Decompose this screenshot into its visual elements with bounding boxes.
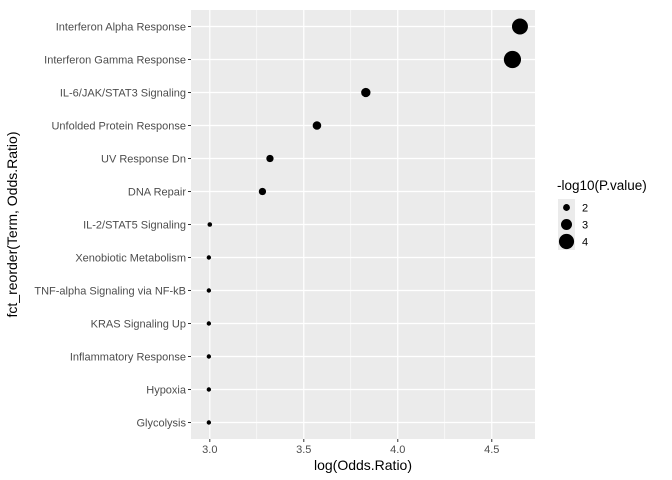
legend-label: 4 bbox=[582, 237, 588, 249]
data-point bbox=[266, 154, 274, 163]
x-tick-label: 4.5 bbox=[484, 444, 499, 456]
y-axis-title: fct_reorder(Term, Odds.Ratio) bbox=[4, 132, 20, 318]
y-tick-label: KRAS Signaling Up bbox=[91, 319, 186, 331]
data-point bbox=[206, 420, 212, 425]
data-point bbox=[206, 387, 212, 392]
y-tick-label: Interferon Gamma Response bbox=[44, 55, 186, 67]
legend-key-point bbox=[560, 218, 573, 231]
y-tick-label: UV Response Dn bbox=[101, 154, 186, 166]
data-points bbox=[206, 18, 528, 425]
y-tick-label: TNF-alpha Signaling via NF-kB bbox=[34, 286, 186, 298]
data-point bbox=[206, 354, 212, 359]
legend-title: -log10(P.value) bbox=[557, 178, 647, 193]
legend-key-point bbox=[558, 233, 575, 250]
y-tick-label: Inflammatory Response bbox=[70, 352, 186, 364]
legend-label: 3 bbox=[582, 220, 588, 232]
legend-label: 2 bbox=[582, 203, 588, 215]
y-tick-label: IL-2/STAT5 Signaling bbox=[83, 220, 186, 232]
y-axis: Interferon Alpha Response Interferon Gamm… bbox=[34, 22, 191, 430]
data-point bbox=[511, 18, 528, 35]
data-point bbox=[206, 288, 212, 293]
data-point bbox=[206, 321, 212, 326]
y-tick-label: IL-6/JAK/STAT3 Signaling bbox=[60, 88, 186, 100]
y-tick-label: Xenobiotic Metabolism bbox=[75, 253, 186, 265]
y-tick-label: Hypoxia bbox=[146, 385, 187, 397]
x-tick-label: 3.5 bbox=[296, 444, 311, 456]
data-point bbox=[503, 50, 522, 69]
data-point bbox=[312, 121, 322, 130]
y-tick-label: DNA Repair bbox=[128, 187, 186, 199]
size-legend: -log10(P.value) 2 3 4 bbox=[557, 178, 647, 250]
x-axis-title: log(Odds.Ratio) bbox=[314, 457, 412, 473]
y-tick-label: Unfolded Protein Response bbox=[51, 121, 186, 133]
data-point bbox=[258, 187, 267, 196]
x-axis: 3.0 3.5 4.0 4.5 bbox=[202, 439, 499, 456]
x-tick-label: 3.0 bbox=[202, 444, 217, 456]
y-tick-label: Glycolysis bbox=[136, 418, 186, 430]
data-point bbox=[361, 87, 371, 98]
x-tick-label: 4.0 bbox=[390, 444, 405, 456]
data-point bbox=[206, 255, 212, 260]
legend-key-point bbox=[563, 204, 570, 211]
y-tick-label: Interferon Alpha Response bbox=[56, 22, 186, 34]
data-point bbox=[207, 222, 213, 227]
